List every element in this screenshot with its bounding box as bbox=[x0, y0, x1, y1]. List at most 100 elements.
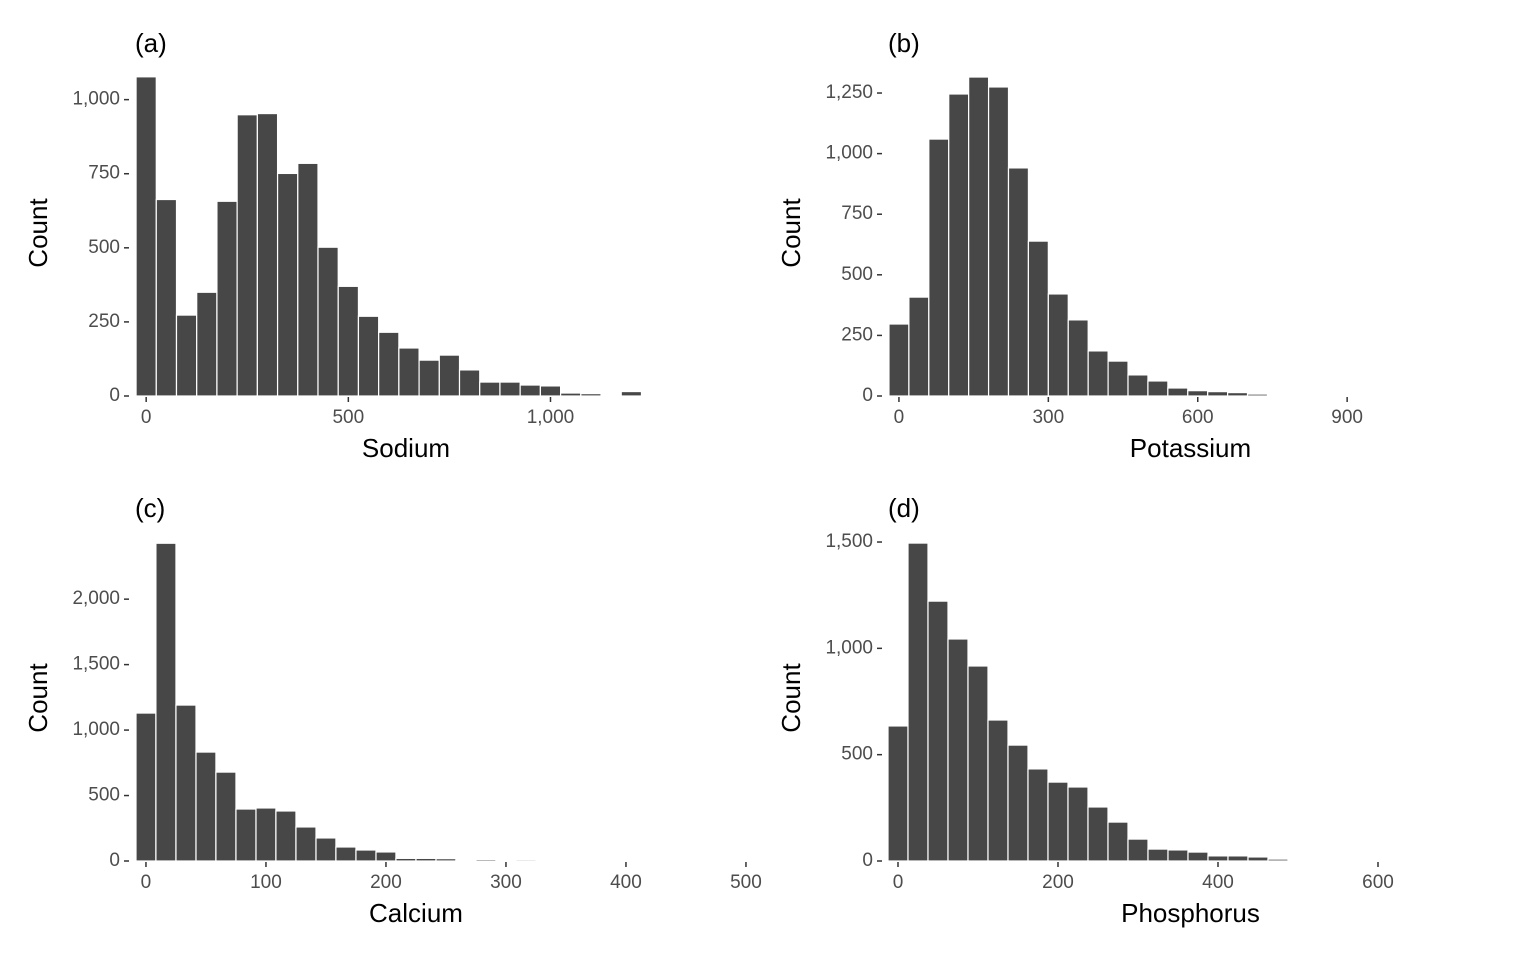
bar bbox=[155, 198, 178, 397]
bar bbox=[620, 390, 643, 397]
bar bbox=[1187, 390, 1209, 397]
bar bbox=[928, 138, 950, 397]
y-tick-label: 1,000 bbox=[825, 143, 873, 164]
bar bbox=[276, 172, 299, 397]
bar bbox=[418, 359, 440, 397]
bar bbox=[1007, 744, 1029, 862]
bar bbox=[236, 114, 258, 397]
bar bbox=[135, 712, 157, 862]
bar bbox=[515, 859, 537, 862]
bar bbox=[1207, 855, 1229, 862]
x-axis-label: Calcium bbox=[369, 898, 463, 928]
y-tick-label: 0 bbox=[109, 850, 120, 871]
bar bbox=[580, 393, 602, 397]
bar bbox=[355, 849, 377, 862]
bar bbox=[1167, 387, 1189, 397]
y-tick-label: 500 bbox=[88, 237, 120, 258]
bar bbox=[888, 323, 910, 397]
bar bbox=[215, 771, 237, 862]
bar bbox=[948, 93, 970, 397]
bar bbox=[1167, 849, 1189, 862]
x-tick-label: 400 bbox=[610, 872, 642, 893]
bar bbox=[495, 859, 517, 862]
y-tick-label: 0 bbox=[109, 385, 120, 406]
x-tick-label: 300 bbox=[1032, 407, 1064, 428]
y-tick-label: 500 bbox=[88, 785, 120, 806]
panel-title: (b) bbox=[888, 28, 920, 58]
x-tick-label: 200 bbox=[370, 872, 402, 893]
y-tick-label: 1,500 bbox=[72, 654, 120, 675]
bar bbox=[175, 314, 198, 397]
bar bbox=[968, 76, 990, 397]
bar bbox=[1127, 838, 1149, 862]
x-tick-label: 0 bbox=[893, 872, 904, 893]
y-axis-label: Count bbox=[776, 663, 806, 733]
x-tick-label: 500 bbox=[730, 872, 762, 893]
bar bbox=[927, 600, 949, 862]
bar bbox=[479, 381, 501, 397]
bar bbox=[1087, 806, 1109, 862]
bar bbox=[907, 542, 929, 862]
bar bbox=[987, 86, 1010, 397]
bar bbox=[195, 751, 217, 862]
y-axis-label: Count bbox=[23, 198, 53, 268]
x-tick-label: 0 bbox=[141, 407, 152, 428]
bar bbox=[1207, 391, 1229, 397]
y-tick-label: 1,000 bbox=[825, 637, 873, 658]
bar bbox=[275, 810, 297, 862]
bar bbox=[1047, 293, 1069, 397]
x-tick-label: 500 bbox=[332, 407, 364, 428]
x-tick-label: 1,000 bbox=[527, 407, 575, 428]
bar bbox=[315, 837, 337, 862]
y-tick-label: 750 bbox=[841, 203, 873, 224]
panel-title: (c) bbox=[135, 493, 165, 523]
bar bbox=[435, 858, 457, 862]
bar bbox=[378, 331, 400, 397]
y-tick-label: 1,500 bbox=[825, 531, 873, 552]
bar bbox=[175, 704, 197, 862]
bar bbox=[1027, 768, 1049, 862]
bar bbox=[1067, 786, 1089, 862]
bar bbox=[216, 200, 238, 397]
bar bbox=[375, 851, 397, 862]
bar bbox=[256, 112, 279, 397]
x-axis-label: Phosphorus bbox=[1121, 898, 1260, 928]
x-tick-label: 300 bbox=[490, 872, 522, 893]
bar bbox=[235, 808, 257, 862]
bar bbox=[196, 291, 218, 397]
bar bbox=[317, 246, 339, 397]
bar bbox=[1147, 848, 1169, 862]
bar bbox=[1246, 393, 1269, 397]
bar bbox=[415, 857, 437, 862]
y-tick-label: 0 bbox=[862, 850, 873, 871]
bar bbox=[499, 381, 521, 397]
bar bbox=[475, 858, 497, 862]
bar bbox=[335, 846, 357, 862]
bar bbox=[1067, 319, 1089, 397]
y-tick-label: 500 bbox=[841, 264, 873, 285]
bar bbox=[887, 725, 909, 862]
bar bbox=[947, 638, 969, 862]
bar bbox=[357, 315, 380, 397]
bar bbox=[539, 385, 562, 397]
bar bbox=[455, 859, 477, 862]
y-tick-label: 500 bbox=[841, 744, 873, 765]
y-tick-label: 1,250 bbox=[825, 82, 873, 103]
bar bbox=[337, 285, 360, 397]
bar bbox=[1187, 851, 1209, 862]
y-tick-label: 250 bbox=[88, 311, 120, 332]
bar bbox=[458, 369, 481, 397]
bar bbox=[1227, 855, 1249, 862]
bar bbox=[1147, 380, 1169, 397]
y-tick-label: 0 bbox=[862, 385, 873, 406]
bar bbox=[135, 76, 157, 397]
bar bbox=[1227, 392, 1249, 397]
x-tick-label: 600 bbox=[1362, 872, 1394, 893]
bar bbox=[155, 542, 177, 862]
x-axis-label: Potassium bbox=[1130, 433, 1251, 463]
x-tick-label: 600 bbox=[1182, 407, 1214, 428]
y-tick-label: 1,000 bbox=[72, 719, 120, 740]
x-tick-label: 400 bbox=[1202, 872, 1234, 893]
x-tick-label: 200 bbox=[1042, 872, 1074, 893]
bar bbox=[967, 665, 989, 862]
